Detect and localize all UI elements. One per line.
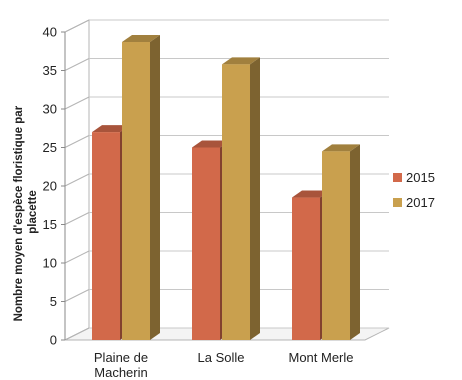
legend-swatch-2017 (393, 198, 402, 207)
gridline-diagonal-0 (64, 327, 90, 341)
bar-top (222, 57, 260, 65)
y-tick-label-25: 25 (43, 140, 57, 155)
bar-front (122, 42, 150, 340)
gridline-diagonal-20 (64, 173, 90, 187)
bar-front (322, 151, 350, 340)
bar-top (122, 35, 160, 43)
gridline-diagonal-15 (64, 212, 90, 225)
y-tick-label-20: 20 (43, 179, 57, 194)
x-label-0: Plaine de Macherin (94, 350, 148, 380)
y-tick-label-15: 15 (43, 217, 57, 232)
bar-2017-0 (122, 35, 160, 340)
y-axis-ticks: 0 5 10 15 20 25 30 35 40 (43, 25, 66, 348)
bar-2017-2 (322, 144, 360, 340)
y-tick-label-35: 35 (43, 63, 57, 78)
bar-top (192, 140, 230, 148)
y-tick-label-40: 40 (43, 25, 57, 40)
x-label-line: Macherin (94, 365, 147, 380)
y-tick-label-30: 30 (43, 102, 57, 117)
gridline-diagonal-30 (64, 96, 90, 110)
x-label-line: Mont Merle (288, 350, 353, 365)
bar-top (322, 144, 360, 152)
x-axis-labels: Plaine de Macherin La Solle Mont Merle (94, 350, 354, 380)
y-axis-title-line-2: placette (27, 190, 39, 233)
legend-label-2017: 2017 (406, 195, 435, 210)
x-label-line: La Solle (198, 350, 245, 365)
gridline-diagonal-5 (64, 289, 90, 302)
legend: 2015 2017 (393, 170, 435, 210)
bar-2017-1 (222, 57, 260, 341)
y-tick-label-0: 0 (50, 333, 57, 348)
bars (92, 35, 360, 341)
bar-side (250, 57, 260, 341)
gridline-diagonal-40 (64, 19, 90, 33)
gridline-diagonal-35 (64, 58, 90, 71)
x-label-line: Plaine de (94, 350, 148, 365)
x-label-2: Mont Merle (288, 350, 353, 365)
bar-side (150, 35, 160, 340)
bar-side (350, 144, 360, 340)
gridline-diagonal-25 (64, 135, 90, 148)
bar-front (192, 147, 220, 340)
bar-front (222, 64, 250, 340)
bar-top (292, 190, 330, 198)
bar-top (92, 125, 130, 133)
legend-label-2015: 2015 (406, 170, 435, 185)
bar-front (92, 132, 120, 340)
gridline-diagonal-10 (64, 250, 90, 264)
x-label-1: La Solle (198, 350, 245, 365)
y-axis-title: Nombre moyen d'espèce floristique par pl… (13, 103, 39, 322)
bar-front (292, 197, 320, 340)
y-axis-title-line-1: Nombre moyen d'espèce floristique par (13, 105, 25, 321)
legend-swatch-2015 (393, 173, 402, 182)
y-tick-label-5: 5 (50, 294, 57, 309)
y-tick-label-10: 10 (43, 256, 57, 271)
